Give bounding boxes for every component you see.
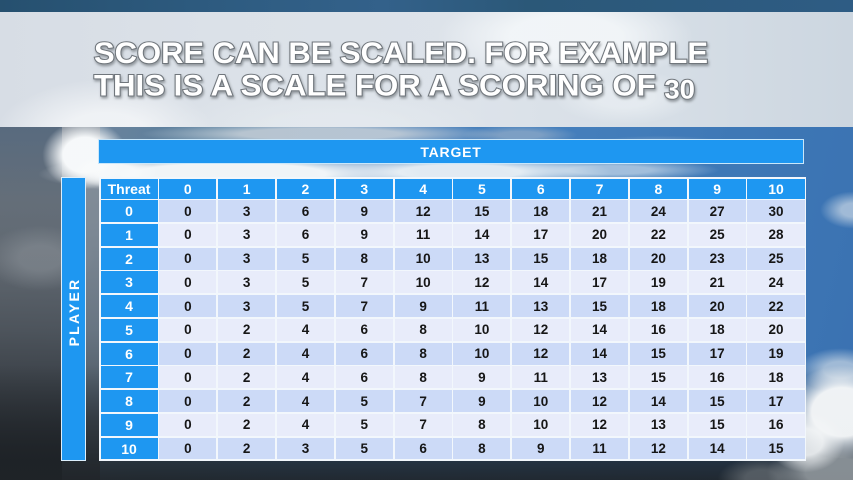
svg-text:THIS IS A SCALE FOR A SCORING: THIS IS A SCALE FOR A SCORING OF 30 — [94, 70, 695, 105]
svg-text:SCORE CAN BE SCALED. FOR EXAMP: SCORE CAN BE SCALED. FOR EXAMPLE — [94, 37, 708, 70]
